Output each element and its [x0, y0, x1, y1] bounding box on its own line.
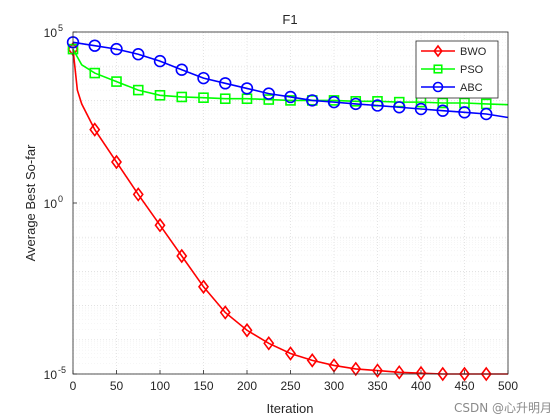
marker-abc: [110, 42, 123, 56]
marker-abc: [132, 48, 145, 61]
x-tick-label: 300: [324, 379, 344, 393]
marker-bwo: [415, 365, 427, 381]
marker-bwo: [263, 335, 275, 351]
y-tick-exponent: 0: [58, 194, 63, 204]
marker-abc: [371, 99, 384, 112]
marker-pso: [176, 91, 188, 103]
marker-abc: [175, 63, 188, 76]
marker-bwo: [198, 279, 209, 295]
x-tick-label: 400: [411, 379, 431, 393]
marker-bwo: [393, 364, 405, 380]
y-axis-label: Average Best So-far: [23, 144, 38, 261]
x-axis-label: Iteration: [267, 401, 314, 416]
marker-pso: [263, 94, 275, 105]
marker-abc: [436, 104, 449, 117]
x-tick-label: 0: [70, 379, 77, 393]
marker-pso: [198, 92, 209, 103]
chart-title: F1: [282, 12, 297, 27]
watermark: CSDN @心升明月: [453, 401, 552, 415]
series-line-abc: [72, 41, 509, 119]
marker-bwo: [89, 122, 101, 137]
grid: [72, 31, 509, 375]
legend: BWO PSO ABC: [415, 40, 499, 99]
marker-bwo: [437, 366, 449, 382]
marker-abc: [306, 94, 319, 107]
series-line-bwo: [72, 49, 508, 375]
marker-abc: [414, 102, 428, 116]
marker-abc: [284, 90, 297, 104]
series-bwo: [67, 41, 508, 382]
series-abc: [66, 36, 509, 121]
marker-bwo: [372, 363, 383, 378]
legend-marker: [433, 64, 443, 74]
legend-item-bwo: BWO: [421, 44, 487, 58]
series-layer: [66, 36, 509, 382]
marker-abc: [480, 107, 493, 121]
legend-item-abc: ABC: [421, 81, 483, 94]
legend-label: PSO: [460, 64, 484, 76]
legend-label: ABC: [460, 82, 483, 94]
marker-abc: [349, 97, 362, 111]
marker-bwo: [241, 322, 253, 338]
marker-pso: [132, 84, 144, 96]
marker-bwo: [480, 366, 492, 382]
legend-marker: [432, 81, 444, 93]
marker-abc: [262, 87, 275, 100]
marker-bwo: [285, 346, 296, 361]
marker-pso: [437, 97, 449, 109]
marker-pso: [154, 89, 166, 101]
marker-abc: [219, 77, 232, 90]
marker-bwo: [154, 217, 166, 233]
marker-abc: [197, 71, 210, 85]
y-tick-label: 10: [44, 197, 58, 211]
marker-bwo: [459, 366, 470, 382]
marker-abc: [393, 101, 406, 114]
x-tick-label: 50: [110, 379, 124, 393]
x-tick-label: 200: [237, 379, 257, 393]
marker-abc: [458, 106, 471, 119]
x-tick-label: 150: [193, 379, 213, 393]
x-tick-label: 100: [150, 379, 170, 393]
x-tick-label: 450: [454, 379, 474, 393]
marker-bwo: [132, 187, 144, 202]
marker-pso: [89, 67, 101, 79]
legend-label: BWO: [460, 46, 487, 58]
marker-pso: [219, 93, 231, 105]
y-tick-label: 10: [44, 368, 58, 382]
y-tick-exponent: 5: [58, 23, 63, 33]
x-tick-label: 350: [367, 379, 387, 393]
marker-bwo: [306, 353, 318, 368]
x-tick-label: 250: [280, 379, 300, 393]
y-tick-label: 10: [44, 26, 58, 40]
series-line-pso: [72, 48, 509, 106]
legend-item-pso: PSO: [421, 64, 484, 76]
marker-pso: [111, 76, 122, 87]
marker-abc: [153, 54, 167, 68]
marker-abc: [88, 39, 101, 52]
legend-marker: [433, 44, 443, 58]
marker-abc: [327, 95, 341, 109]
x-tick-label: 500: [498, 379, 518, 393]
marker-bwo: [219, 305, 231, 320]
marker-bwo: [350, 361, 362, 377]
marker-bwo: [176, 248, 188, 264]
marker-bwo: [111, 154, 122, 170]
marker-abc: [240, 82, 254, 95]
y-tick-exponent: -5: [58, 365, 66, 375]
